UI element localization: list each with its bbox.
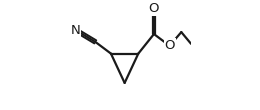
Text: O: O xyxy=(164,39,175,52)
Text: O: O xyxy=(149,2,159,15)
Text: N: N xyxy=(71,24,81,37)
